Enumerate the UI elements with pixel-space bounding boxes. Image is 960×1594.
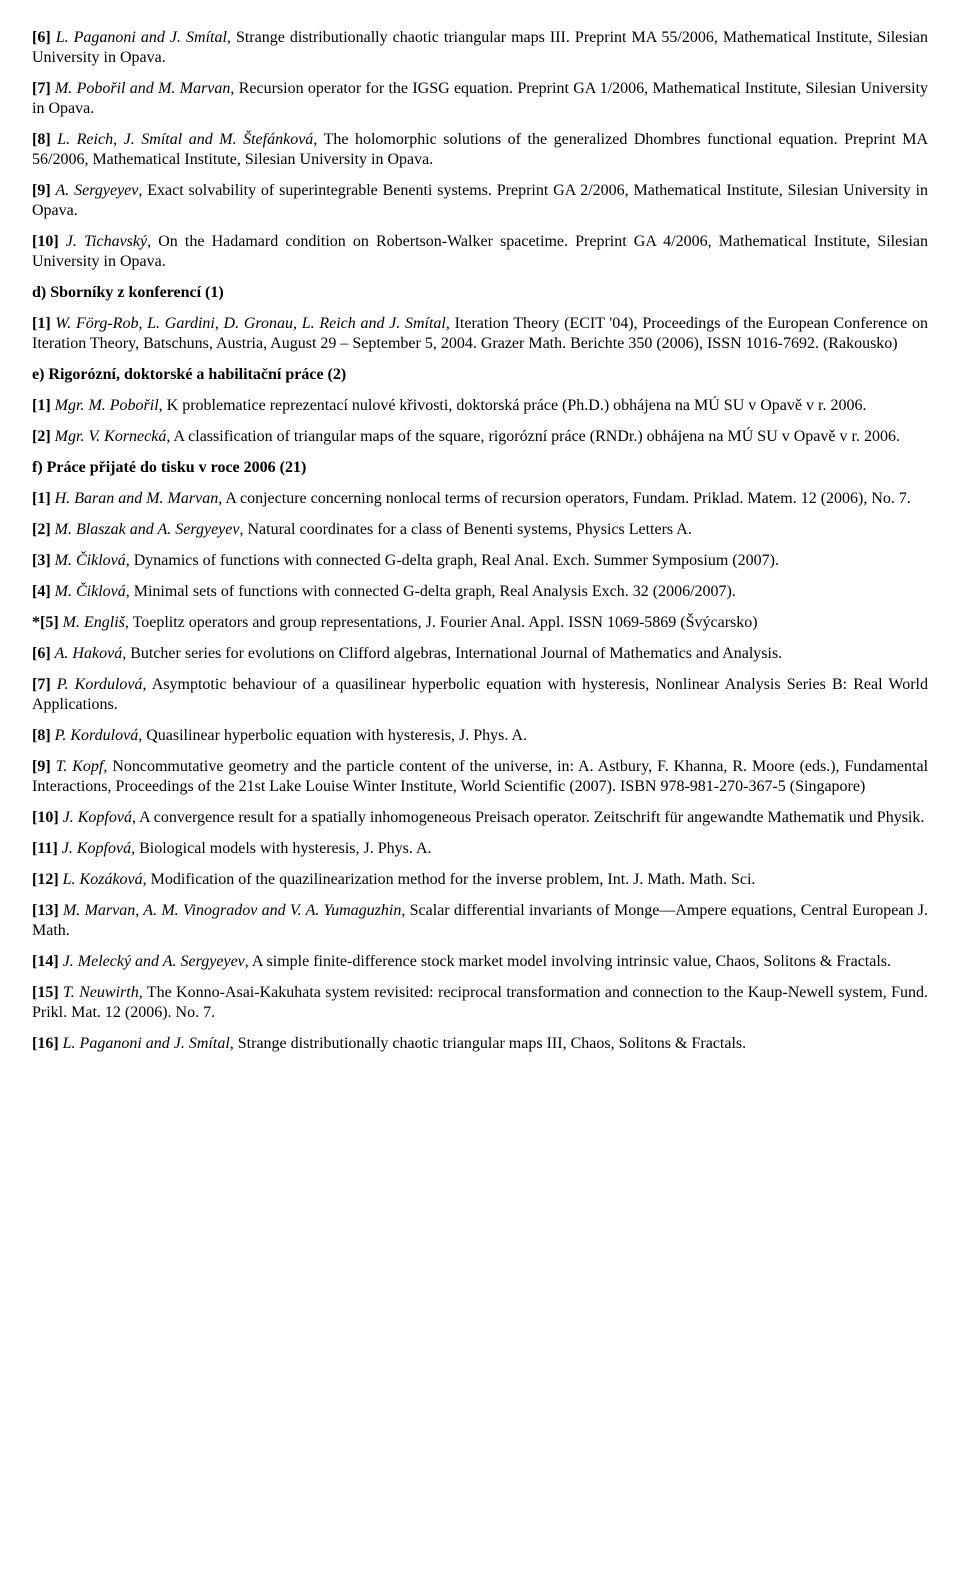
- ref-title: Modification of the quazilinearization m…: [147, 871, 756, 888]
- ref-authors: M. Engliš: [63, 614, 125, 631]
- ref-num: [1]: [32, 315, 51, 332]
- ref-num: *[5]: [32, 614, 59, 631]
- section-heading-f: f) Práce přijaté do tisku v roce 2006 (2…: [32, 458, 928, 478]
- ref-item: [6] L. Paganoni and J. Smítal, Strange d…: [32, 28, 928, 68]
- ref-title: Biological models with hysteresis, J. Ph…: [135, 840, 431, 857]
- ref-title: The Konno-Asai-Kakuhata system revisited…: [32, 984, 928, 1021]
- ref-authors: T. Neuwirth,: [63, 984, 143, 1001]
- ref-item: [7] M. Pobořil and M. Marvan, Recursion …: [32, 79, 928, 119]
- ref-title: On the Hadamard condition on Robertson-W…: [32, 233, 928, 270]
- reference-list-f: [1] H. Baran and M. Marvan, A conjecture…: [32, 489, 928, 1054]
- ref-num: [1]: [32, 397, 51, 414]
- ref-item: [9] T. Kopf, Noncommutative geometry and…: [32, 757, 928, 797]
- ref-authors: A. Sergyeyev: [56, 182, 139, 199]
- ref-num: [7]: [32, 80, 51, 97]
- ref-authors: L. Reich, J. Smítal and M. Štefánková: [57, 131, 313, 148]
- ref-authors: M. Pobořil and M. Marvan: [55, 80, 230, 97]
- ref-title: A convergence result for a spatially inh…: [136, 809, 924, 826]
- ref-item: [10] J. Kopfová, A convergence result fo…: [32, 808, 928, 828]
- reference-list-e: [1] Mgr. M. Pobořil, K problematice repr…: [32, 396, 928, 447]
- reference-list-a: [6] L. Paganoni and J. Smítal, Strange d…: [32, 28, 928, 272]
- ref-authors: P. Kordulová,: [55, 727, 143, 744]
- ref-item: [2] Mgr. V. Kornecká, A classification o…: [32, 427, 928, 447]
- ref-authors: J. Melecký and A. Sergyeyev: [63, 953, 245, 970]
- ref-item: [12] L. Kozáková, Modification of the qu…: [32, 870, 928, 890]
- ref-title: , A simple finite-difference stock marke…: [245, 953, 891, 970]
- ref-authors: J. Tichavský,: [66, 233, 151, 250]
- section-heading-e: e) Rigorózní, doktorské a habilitační pr…: [32, 365, 928, 385]
- section-heading-d: d) Sborníky z konferencí (1): [32, 283, 928, 303]
- ref-num: [3]: [32, 552, 51, 569]
- ref-authors: M. Čiklová: [55, 583, 126, 600]
- ref-num: [8]: [32, 727, 51, 744]
- ref-authors: L. Kozáková,: [63, 871, 147, 888]
- reference-list-d: [1] W. Förg-Rob, L. Gardini, D. Gronau, …: [32, 314, 928, 354]
- ref-num: [8]: [32, 131, 51, 148]
- ref-item: [10] J. Tichavský, On the Hadamard condi…: [32, 232, 928, 272]
- ref-item: [3] M. Čiklová, Dynamics of functions wi…: [32, 551, 928, 571]
- ref-authors: L. Paganoni and J. Smítal: [56, 29, 227, 46]
- ref-title: , Dynamics of functions with connected G…: [126, 552, 779, 569]
- ref-num: [10]: [32, 233, 59, 250]
- ref-authors: T. Kopf,: [56, 758, 108, 775]
- ref-title: , Exact solvability of superintegrable B…: [32, 182, 928, 219]
- ref-title: , Toeplitz operators and group represent…: [125, 614, 758, 631]
- ref-item: [8] L. Reich, J. Smítal and M. Štefánkov…: [32, 130, 928, 170]
- ref-title: , A conjecture concerning nonlocal terms…: [218, 490, 911, 507]
- ref-item: [15] T. Neuwirth, The Konno-Asai-Kakuhat…: [32, 983, 928, 1023]
- ref-authors: A. Haková: [55, 645, 123, 662]
- ref-item: [6] A. Haková, Butcher series for evolut…: [32, 644, 928, 664]
- ref-item: [13] M. Marvan, A. M. Vinogradov and V. …: [32, 901, 928, 941]
- ref-num: [14]: [32, 953, 59, 970]
- ref-item: [1] Mgr. M. Pobořil, K problematice repr…: [32, 396, 928, 416]
- ref-item: [16] L. Paganoni and J. Smítal, Strange …: [32, 1034, 928, 1054]
- ref-authors: Mgr. V. Kornecká,: [55, 428, 171, 445]
- ref-item: [4] M. Čiklová, Minimal sets of function…: [32, 582, 928, 602]
- ref-item: [7] P. Kordulová, Asymptotic behaviour o…: [32, 675, 928, 715]
- ref-num: [9]: [32, 182, 51, 199]
- ref-item: [14] J. Melecký and A. Sergyeyev, A simp…: [32, 952, 928, 972]
- ref-num: [11]: [32, 840, 58, 857]
- ref-authors: Mgr. M. Pobořil,: [55, 397, 163, 414]
- ref-authors: P. Kordulová,: [57, 676, 147, 693]
- ref-num: [10]: [32, 809, 59, 826]
- ref-item: [11] J. Kopfová, Biological models with …: [32, 839, 928, 859]
- ref-item: *[5] M. Engliš, Toeplitz operators and g…: [32, 613, 928, 633]
- ref-num: [6]: [32, 29, 51, 46]
- ref-title: , Strange distributionally chaotic trian…: [230, 1035, 746, 1052]
- ref-num: [7]: [32, 676, 51, 693]
- ref-num: [12]: [32, 871, 59, 888]
- ref-title: Asymptotic behaviour of a quasilinear hy…: [32, 676, 928, 713]
- ref-title: Quasilinear hyperbolic equation with hys…: [142, 727, 527, 744]
- ref-authors: M. Marvan, A. M. Vinogradov and V. A. Yu…: [63, 902, 401, 919]
- ref-title: , Butcher series for evolutions on Cliff…: [122, 645, 782, 662]
- ref-num: [2]: [32, 521, 51, 538]
- ref-title: K problematice reprezentací nulové křivo…: [163, 397, 867, 414]
- ref-num: [13]: [32, 902, 59, 919]
- ref-authors: M. Blaszak and A. Sergyeyev: [55, 521, 240, 538]
- ref-authors: J. Kopfová,: [62, 840, 135, 857]
- ref-item: [9] A. Sergyeyev, Exact solvability of s…: [32, 181, 928, 221]
- ref-title: A classification of triangular maps of t…: [170, 428, 900, 445]
- ref-authors: H. Baran and M. Marvan: [55, 490, 219, 507]
- ref-num: [1]: [32, 490, 51, 507]
- ref-num: [6]: [32, 645, 51, 662]
- ref-item: [1] W. Förg-Rob, L. Gardini, D. Gronau, …: [32, 314, 928, 354]
- ref-authors: L. Paganoni and J. Smítal: [63, 1035, 230, 1052]
- ref-title: , Minimal sets of functions with connect…: [126, 583, 736, 600]
- ref-authors: W. Förg-Rob, L. Gardini, D. Gronau, L. R…: [55, 315, 446, 332]
- ref-item: [8] P. Kordulová, Quasilinear hyperbolic…: [32, 726, 928, 746]
- ref-title: , Natural coordinates for a class of Ben…: [239, 521, 691, 538]
- ref-item: [2] M. Blaszak and A. Sergyeyev, Natural…: [32, 520, 928, 540]
- ref-num: [16]: [32, 1035, 59, 1052]
- ref-title: Noncommutative geometry and the particle…: [32, 758, 928, 795]
- ref-authors: M. Čiklová: [55, 552, 126, 569]
- ref-num: [9]: [32, 758, 51, 775]
- ref-item: [1] H. Baran and M. Marvan, A conjecture…: [32, 489, 928, 509]
- ref-num: [4]: [32, 583, 51, 600]
- ref-num: [15]: [32, 984, 59, 1001]
- ref-num: [2]: [32, 428, 51, 445]
- ref-authors: J. Kopfová,: [63, 809, 136, 826]
